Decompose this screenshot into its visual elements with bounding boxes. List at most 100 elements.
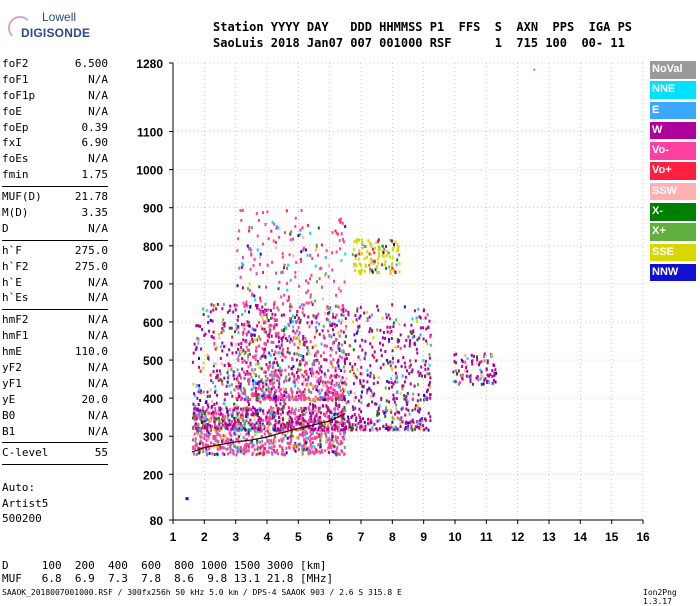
echo-point [271,220,274,224]
echo-point [279,355,282,358]
echo-point [271,349,274,353]
echo-point [377,238,380,242]
echo-point [324,273,327,277]
echo-point [212,437,215,441]
param-value: N/A [88,72,108,86]
echo-point [415,347,418,351]
echo-point [390,337,393,340]
echo-point [389,317,391,321]
echo-point [239,421,242,425]
echo-point [314,384,317,388]
echo-point [267,308,270,312]
echo-point [213,343,216,347]
echo-point [247,399,250,403]
echo-point [476,355,478,359]
echo-point [289,238,292,242]
echo-point [267,422,270,426]
echo-point [302,390,305,394]
echo-point [238,350,241,354]
echo-point [290,417,293,421]
echo-point [250,413,253,417]
param-name: foE [2,104,22,118]
echo-point [257,387,260,390]
echo-point [251,422,254,426]
echo-point [226,310,229,314]
echo-point [276,351,278,355]
echo-point [384,427,387,430]
echo-point [472,382,474,386]
echo-point [204,415,207,419]
echo-point [385,399,388,403]
echo-point [396,338,399,342]
echo-point [302,334,305,338]
echo-point [323,372,326,376]
echo-point [259,417,262,421]
x-tick-label: 12 [511,530,525,544]
echo-point [354,423,357,427]
echo-point [277,378,280,382]
param-row: h`F2 275.0 [2,259,108,275]
echo-point [219,444,222,448]
echo-point [247,382,250,386]
echo-point [270,387,273,391]
echo-point [347,418,350,422]
echo-point [339,247,342,251]
echo-point [206,432,209,436]
echo-point [360,263,363,267]
echo-point [318,419,321,423]
echo-point [211,381,214,385]
param-row: fmin 1.75 [2,167,108,183]
echo-point [212,336,215,340]
echo-point [358,316,361,320]
echo-point [237,325,240,329]
echo-point [203,412,206,415]
echo-point [370,394,373,398]
echo-point [277,331,280,335]
echo-point [429,415,432,419]
echo-point [271,408,274,412]
echo-point [230,366,233,370]
echo-point [278,415,280,419]
echo-point [277,336,280,339]
echo-point [228,364,230,368]
echo-point [269,433,272,437]
echo-point [251,442,254,446]
echo-point [286,421,289,425]
echo-point [366,388,369,392]
echo-point [221,349,224,353]
echo-point [429,396,432,400]
echo-point [276,408,279,412]
echo-point [309,429,312,433]
echo-point [209,418,212,422]
echo-point [311,345,314,349]
param-value: N/A [88,329,108,343]
echo-point [337,452,340,456]
echo-point [257,380,260,384]
echo-point [326,438,329,442]
echo-point [234,330,236,334]
muf-distance-table: D 100 200 400 600 800 1000 1500 3000 [km… [2,559,333,585]
echo-point [310,391,313,394]
echo-point [308,439,311,443]
echo-point [192,402,195,406]
param-value: 1.75 [81,168,109,182]
echo-point [288,442,291,446]
echo-point [361,384,364,388]
echo-point [325,317,328,321]
echo-point [298,331,301,335]
echo-point [316,280,318,284]
echo-point [223,453,226,456]
echo-point [353,333,356,337]
echo-point [208,451,211,455]
echo-point [223,416,226,420]
echo-point [242,263,245,267]
echo-point [330,446,333,450]
echo-point [222,413,225,417]
echo-point [382,331,385,334]
echo-point [283,400,286,404]
echo-point [213,453,216,456]
echo-point [274,313,277,317]
echo-point [406,392,409,395]
echo-point [292,336,295,340]
echo-point [214,385,217,388]
